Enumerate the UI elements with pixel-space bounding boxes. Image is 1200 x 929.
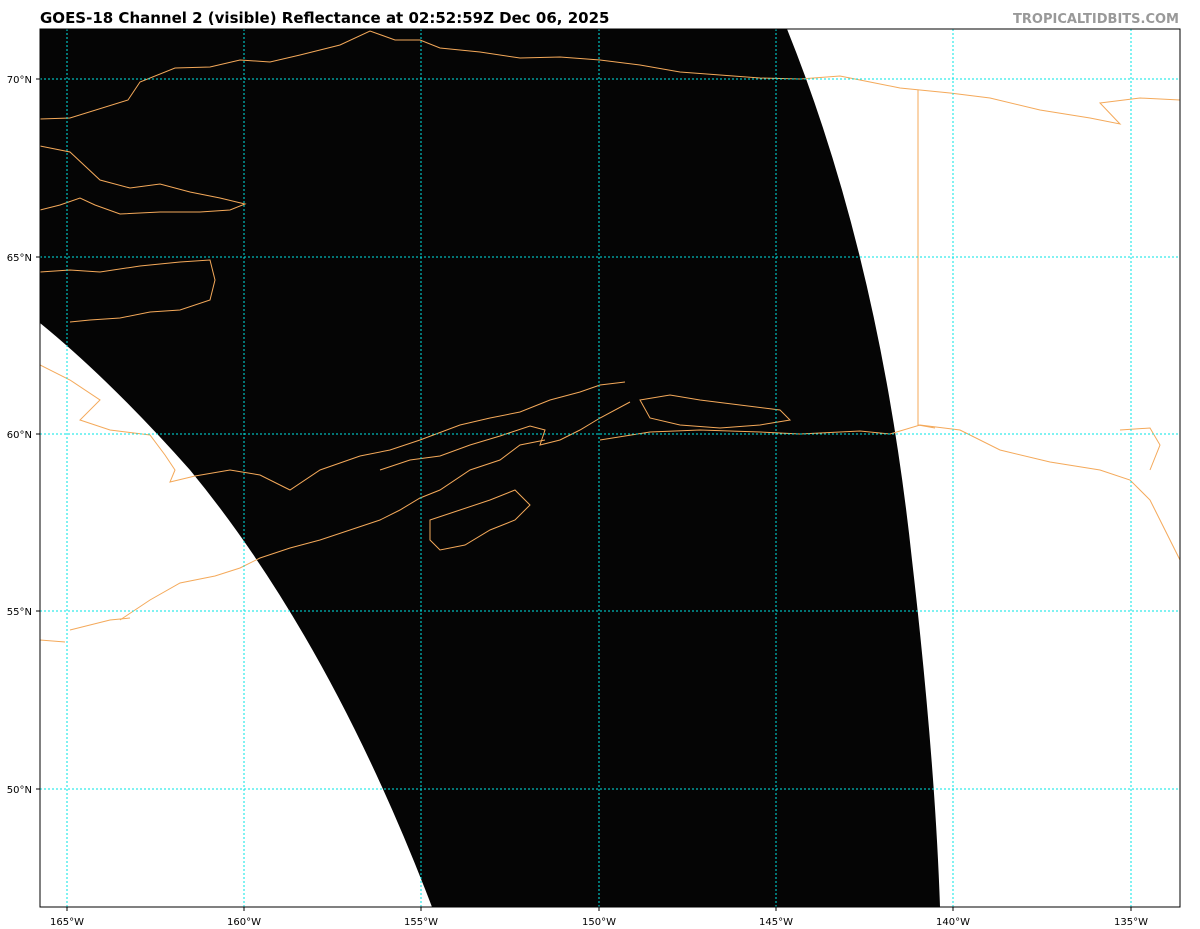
tick-marks xyxy=(36,78,1132,911)
coastline-southwest xyxy=(40,364,626,491)
coastline-north-alaska xyxy=(40,30,1180,125)
lon-label: 160°W xyxy=(227,917,261,928)
lat-label: 50°N xyxy=(7,785,32,796)
lon-label: 140°W xyxy=(936,917,970,928)
border-alaska-canada xyxy=(917,90,936,429)
lat-label: 65°N xyxy=(7,253,32,264)
lon-label: 155°W xyxy=(404,917,438,928)
lon-label: 145°W xyxy=(759,917,793,928)
map-title: GOES-18 Channel 2 (visible) Reflectance … xyxy=(40,9,610,27)
coastline-peninsula xyxy=(119,439,546,621)
coastlines xyxy=(40,30,1180,643)
satellite-imagery-dark xyxy=(40,29,940,907)
coastline-west-alaska xyxy=(40,145,247,215)
coastline-cook-inlet xyxy=(379,401,631,471)
lat-label: 70°N xyxy=(7,75,32,86)
kodiak-island xyxy=(429,489,531,551)
watermark: TROPICALTIDBITS.COM xyxy=(1013,12,1179,27)
lon-label: 135°W xyxy=(1114,917,1148,928)
coastline-gulf-alaska xyxy=(599,424,1180,561)
lon-label: 165°W xyxy=(50,917,84,928)
lon-label: 150°W xyxy=(582,917,616,928)
plot-frame xyxy=(39,28,1181,908)
lat-label: 55°N xyxy=(7,607,32,618)
graticule xyxy=(40,29,1180,907)
lat-label: 60°N xyxy=(7,430,32,441)
